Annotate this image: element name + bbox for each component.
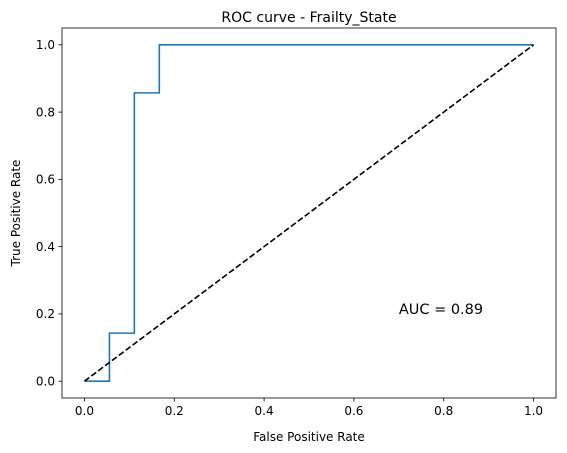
chance-diagonal-line <box>83 44 535 382</box>
x-tick-label: 1.0 <box>524 404 543 418</box>
x-tick-label: 0.6 <box>344 404 363 418</box>
annotation-layer: AUC = 0.89 <box>399 302 483 318</box>
y-tick-label: 1.0 <box>36 38 55 52</box>
x-tick-label: 0.2 <box>165 404 184 418</box>
y-axis-label: True Positive Rate <box>9 160 23 268</box>
chart-title: ROC curve - Frailty_State <box>221 10 396 26</box>
y-tick-label: 0.2 <box>36 307 55 321</box>
axes-layer: 0.0 0.2 0.4 0.6 0.8 1.0 0.0 0.2 0.4 0.6 0.8 1.0 <box>36 38 543 418</box>
roc-curve-line <box>84 44 534 382</box>
series-layer <box>83 44 535 382</box>
x-tick-label: 0.0 <box>75 404 94 418</box>
auc-annotation: AUC = 0.89 <box>399 302 483 318</box>
x-tick-label: 0.4 <box>255 404 274 418</box>
y-tick-label: 0.6 <box>36 173 55 187</box>
plot-frame <box>61 27 557 399</box>
x-tick-label: 0.8 <box>434 404 453 418</box>
x-axis-label: False Positive Rate <box>253 430 365 444</box>
y-tick-label: 0.0 <box>36 374 55 388</box>
y-tick-label: 0.8 <box>36 105 55 119</box>
y-tick-label: 0.4 <box>36 240 55 254</box>
